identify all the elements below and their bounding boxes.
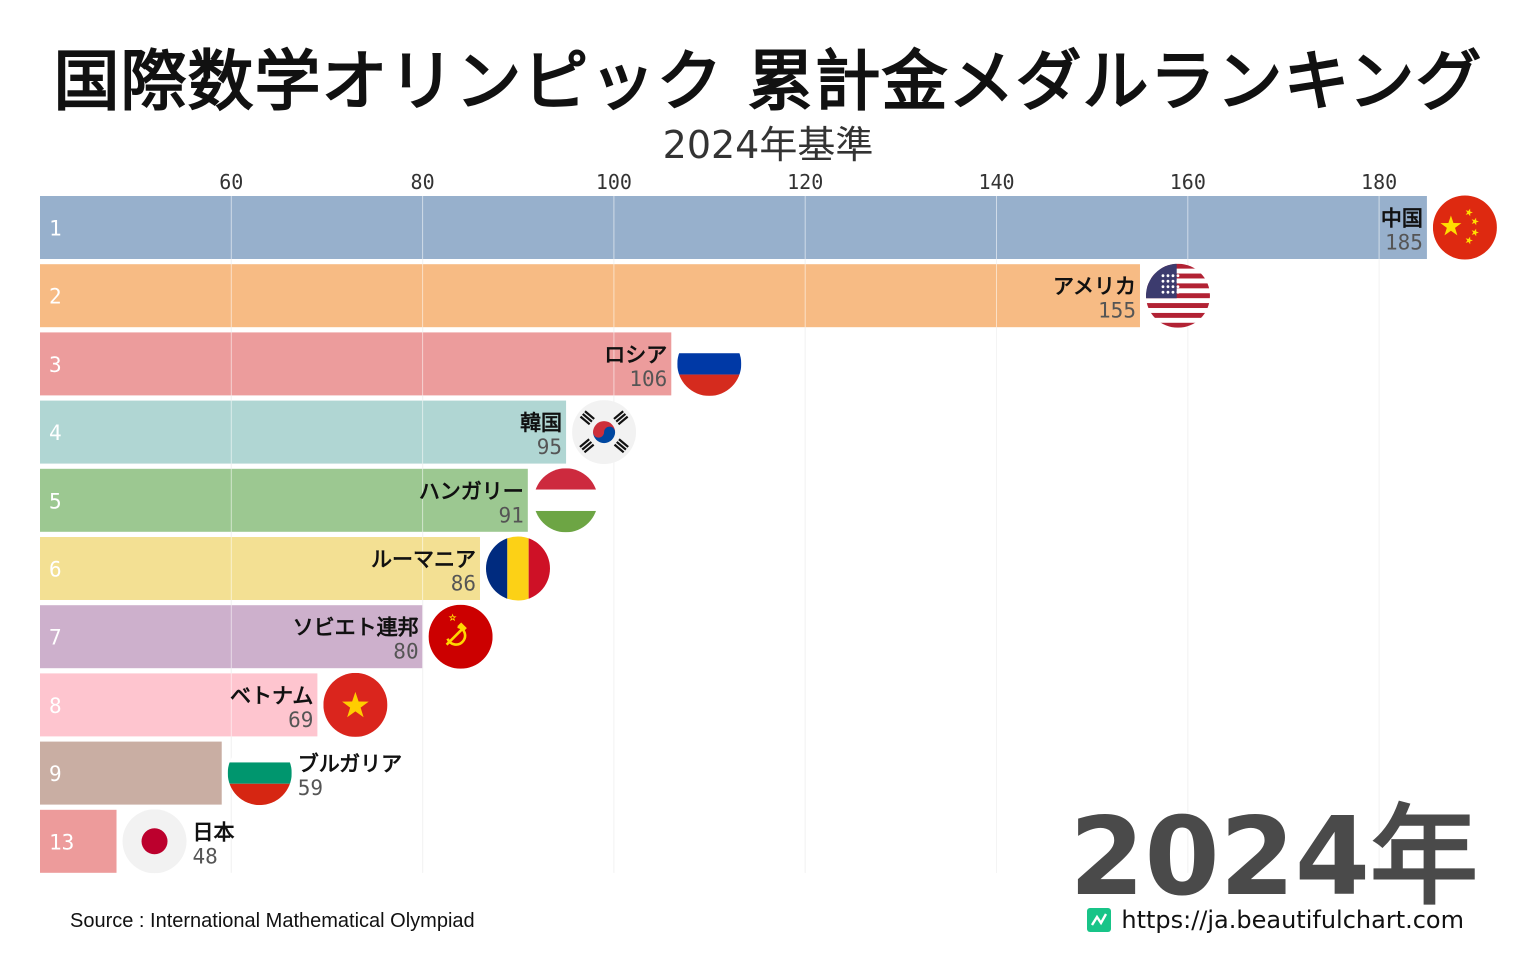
value-label: 91	[499, 503, 524, 527]
x-tick-label: 160	[1170, 170, 1206, 194]
bar-6	[40, 537, 480, 600]
value-label: 155	[1098, 299, 1136, 323]
hungary-flag-icon	[533, 468, 598, 533]
rank-label: 3	[49, 353, 62, 377]
value-label: 95	[537, 435, 562, 459]
grid-overlay	[230, 196, 1380, 873]
value-label: 185	[1385, 231, 1423, 255]
country-label: ベトナム	[230, 684, 313, 708]
bar-9	[40, 741, 222, 805]
website-url[interactable]: https://ja.beautifulchart.com	[1121, 906, 1464, 934]
rank-label: 9	[49, 762, 62, 786]
value-label: 59	[298, 776, 323, 800]
bar-1	[40, 196, 1427, 259]
axis-ticks: 60 80 100 120 140 160 180	[219, 170, 1397, 194]
bulgaria-flag-icon	[227, 741, 292, 806]
country-label: ソビエト連邦	[293, 616, 419, 640]
usa-flag-icon	[1145, 263, 1210, 328]
rank-label: 13	[49, 830, 74, 854]
chart-subtitle: 2024年基準	[662, 123, 874, 167]
bar-4	[40, 400, 567, 464]
japan-flag-icon	[122, 809, 187, 874]
bar-10	[40, 809, 117, 873]
value-label: 69	[288, 708, 313, 732]
x-tick-label: 60	[219, 170, 243, 194]
country-label: 日本	[193, 820, 235, 844]
chart-title: 国際数学オリンピック 累計金メダルランキング	[53, 43, 1483, 120]
value-label: 86	[451, 572, 476, 596]
rank-label: 5	[49, 489, 62, 513]
rank-label: 8	[49, 694, 62, 718]
x-tick-label: 180	[1361, 170, 1397, 194]
country-label: ルーマニア	[371, 548, 476, 572]
rank-label: 4	[49, 421, 62, 445]
x-tick-label: 120	[787, 170, 823, 194]
bars	[40, 196, 1427, 873]
bar-5	[40, 468, 528, 532]
chart-logo-icon	[1087, 908, 1112, 932]
china-flag-icon	[1432, 195, 1497, 260]
ussr-flag-icon	[428, 604, 493, 669]
country-label: ブルガリア	[298, 752, 402, 776]
country-label: アメリカ	[1053, 275, 1136, 299]
rank-label: 6	[49, 558, 62, 582]
country-label: 韓国	[520, 411, 562, 435]
rank-label: 1	[49, 217, 62, 241]
value-label: 48	[193, 844, 218, 868]
romania-flag-icon	[485, 536, 550, 601]
country-label: 中国	[1381, 207, 1423, 231]
country-label: ロシア	[604, 343, 667, 367]
vietnam-flag-icon	[323, 672, 388, 737]
value-label: 80	[393, 640, 418, 664]
rank-label: 2	[49, 285, 62, 309]
website-link[interactable]: https://ja.beautifulchart.com	[1087, 906, 1464, 934]
korea-flag-icon	[572, 400, 637, 465]
source-text: Source : International Mathematical Olym…	[70, 910, 475, 932]
russia-flag-icon	[677, 331, 742, 396]
bar-2	[40, 264, 1140, 328]
rank-label: 7	[49, 626, 62, 650]
country-label: ハンガリー	[419, 479, 524, 503]
x-tick-label: 80	[411, 170, 435, 194]
bar-3	[40, 332, 672, 396]
x-tick-label: 140	[978, 170, 1014, 194]
bar-8	[40, 673, 318, 737]
year-label: 2024年	[1069, 795, 1478, 920]
value-label: 106	[629, 367, 667, 391]
x-tick-label: 100	[596, 170, 632, 194]
